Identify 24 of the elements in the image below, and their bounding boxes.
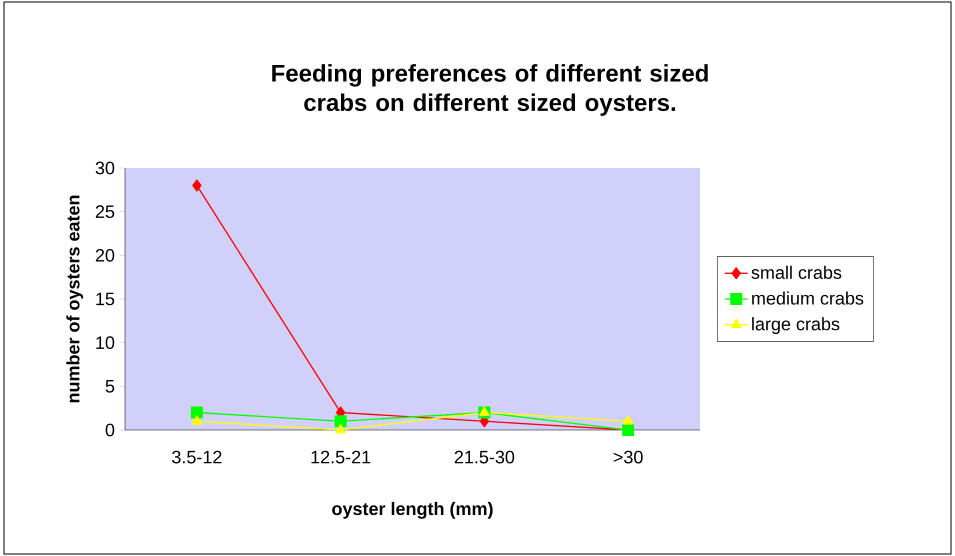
y-axis-title: number of oysters eaten <box>66 196 84 402</box>
point <box>334 415 347 428</box>
point <box>192 179 202 192</box>
point <box>190 406 203 419</box>
y-tick-label: 25 <box>96 205 114 218</box>
chart-title: Feeding preferences of different sized crabs on different sized oysters. <box>272 64 708 116</box>
x-axis-title: oyster length (mm) <box>332 502 493 519</box>
x-tick-label: >30 <box>614 450 643 464</box>
legend-label: large crabs <box>752 317 840 334</box>
point <box>622 415 634 425</box>
x-tick-label: 12.5-21 <box>311 450 370 464</box>
y-tick-label: 15 <box>96 292 114 306</box>
legend-label: small crabs <box>751 266 842 279</box>
y-tick-label: 20 <box>96 248 114 262</box>
point <box>479 406 490 416</box>
point <box>192 415 202 425</box>
x-tick-label: 3.5-12 <box>172 450 222 464</box>
x-tick-label: 21.5-30 <box>454 450 514 464</box>
y-tick-label: 10 <box>96 336 114 350</box>
point <box>335 424 346 434</box>
y-tick-label: 5 <box>106 380 114 393</box>
legend-label: medium crabs <box>752 291 864 305</box>
y-tick-label: 0 <box>106 424 114 436</box>
y-tick-label: 30 <box>96 162 114 174</box>
